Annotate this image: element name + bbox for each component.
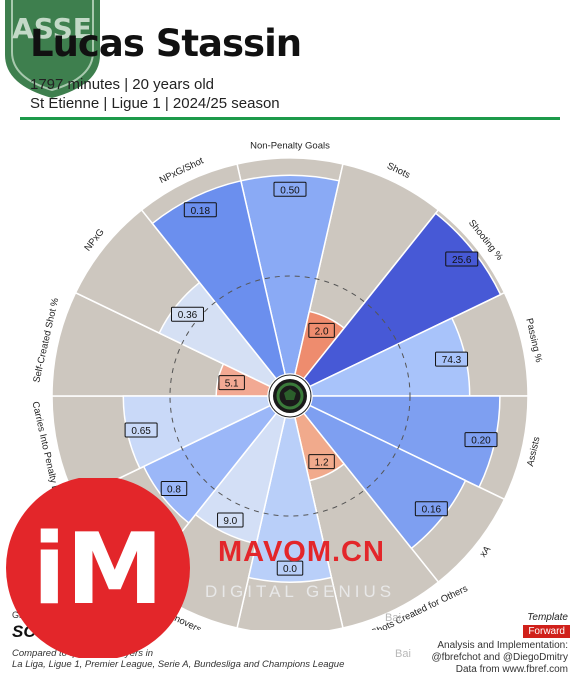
- value-labels: 0.50 2.0 25.6 74.3 0.20 0.16 1.2 0.0 9.0 0.8 0.65 5…: [124, 181, 498, 576]
- svg-text:25.6: 25.6: [452, 255, 472, 266]
- im-logo-watermark: iM: [6, 478, 190, 658]
- minutes-age: 1797 minutes | 20 years old: [30, 76, 215, 93]
- value-label-assists: 0.20: [464, 432, 498, 448]
- bar-non-penalty-goals: [239, 174, 341, 376]
- svg-text:0.50: 0.50: [280, 185, 300, 196]
- value-label-passing: 74.3: [435, 351, 469, 367]
- svg-text:2.0: 2.0: [315, 326, 329, 337]
- value-label-non-penalty-goals: 0.50: [273, 181, 307, 197]
- player-name: Lucas Stassin: [30, 22, 302, 65]
- svg-text:0.36: 0.36: [178, 310, 198, 321]
- svg-text:0.8: 0.8: [167, 485, 181, 496]
- bar-assists: [308, 395, 501, 489]
- value-label-open-play-shots-created-for-others: 1.2: [308, 454, 335, 470]
- axis-label-assists: Assists: [525, 436, 542, 468]
- bar-int-tackles: [247, 416, 333, 583]
- value-label-npxg-shot: 0.18: [183, 202, 217, 218]
- credits: Analysis and Implementation: @fbrefchot …: [431, 640, 568, 675]
- asse-badge: ASSE: [5, 0, 100, 98]
- club-league-season: St Etienne | Ligue 1 | 2024/25 season: [30, 95, 280, 112]
- bar-npxg-shot: [151, 179, 287, 380]
- svg-text:0.18: 0.18: [191, 206, 211, 217]
- baidu-watermark: Bai: [385, 612, 401, 624]
- header-divider: [20, 117, 560, 120]
- svg-text:0.16: 0.16: [422, 505, 442, 516]
- value-label-carries-into-final-third: 0.8: [160, 481, 188, 497]
- template-badge: Forward: [523, 625, 570, 638]
- digital-genius-watermark: DIGITAL GENIUS: [205, 582, 396, 601]
- axis-label-shots: Shots: [385, 161, 412, 182]
- svg-text:iM: iM: [32, 513, 163, 627]
- value-label-shots: 2.0: [308, 322, 335, 338]
- value-label-int-tackles: 0.0: [276, 560, 304, 576]
- svg-text:0.65: 0.65: [131, 426, 151, 437]
- baidu-watermark-bottom: Bai: [395, 648, 411, 660]
- value-label-self-created-shot: 5.1: [218, 375, 245, 391]
- site-watermark: MAVOM.CN: [218, 536, 385, 568]
- value-label-xa: 0.16: [414, 501, 448, 517]
- svg-text:0.0: 0.0: [283, 564, 297, 575]
- svg-text:5.1: 5.1: [225, 379, 239, 390]
- value-label-turnovers: 9.0: [217, 512, 244, 528]
- football-icon: [268, 374, 312, 418]
- reference-ring: [169, 275, 411, 517]
- template-label: Template: [527, 612, 568, 623]
- svg-text:0.20: 0.20: [471, 436, 491, 447]
- bar-carries-into-penalty-box: [122, 395, 272, 470]
- svg-text:1.2: 1.2: [315, 458, 329, 469]
- svg-text:9.0: 9.0: [223, 516, 237, 527]
- value-label-shooting: 25.6: [445, 251, 479, 267]
- badge-text: ASSE: [12, 12, 92, 45]
- value-label-carries-into-penalty-box: 0.65: [124, 422, 158, 438]
- axis-label-xa: xA: [478, 544, 494, 560]
- axis-label-non-penalty-goals: Non-Penalty Goals: [250, 141, 330, 152]
- axis-label-passing: Passing %: [523, 317, 544, 364]
- value-label-npxg: 0.36: [170, 306, 204, 322]
- svg-text:74.3: 74.3: [442, 355, 462, 366]
